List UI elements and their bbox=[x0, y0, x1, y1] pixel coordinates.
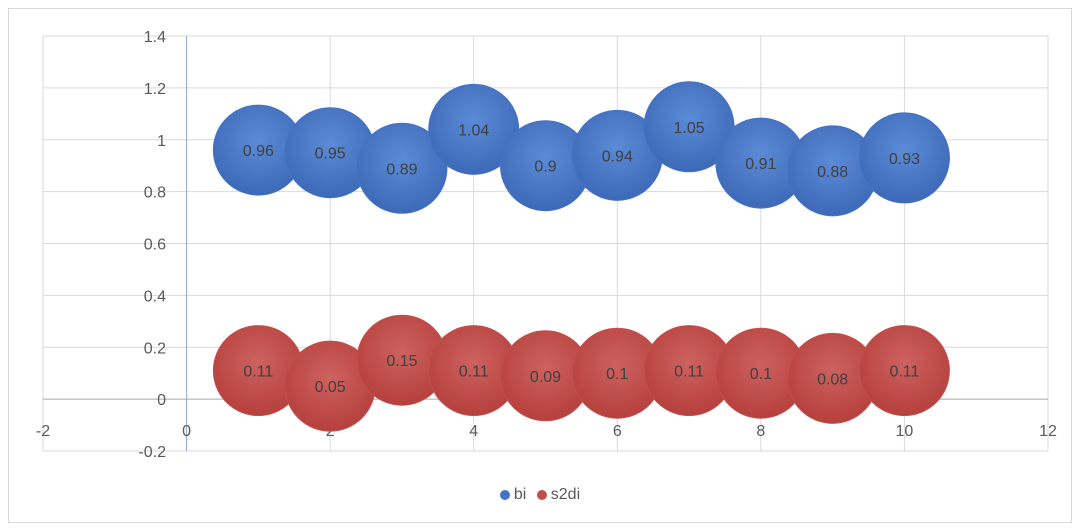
legend-swatch-s2di bbox=[536, 490, 547, 500]
data-label-bi: 0.94 bbox=[602, 148, 633, 165]
data-label-s2di: 0.11 bbox=[243, 364, 273, 381]
data-label-bi: 0.93 bbox=[889, 151, 920, 168]
data-label-s2di: 0.05 bbox=[315, 379, 346, 396]
y-tick-label: 0.2 bbox=[144, 340, 166, 357]
data-label-bi: 0.96 bbox=[243, 143, 274, 160]
data-label-bi: 1.05 bbox=[674, 120, 705, 137]
y-tick-label: 0.4 bbox=[144, 288, 166, 305]
x-tick-label: 8 bbox=[756, 423, 765, 440]
data-label-bi: 0.9 bbox=[534, 159, 556, 176]
chart-area bbox=[8, 8, 1072, 523]
data-label-s2di: 0.11 bbox=[459, 364, 489, 381]
legend-label-s2di: s2di bbox=[550, 486, 581, 503]
data-label-bi: 0.89 bbox=[386, 161, 417, 178]
y-tick-label: 0.8 bbox=[144, 185, 166, 202]
x-tick-label: -2 bbox=[36, 423, 50, 440]
legend-swatch-bi bbox=[499, 490, 510, 500]
legend: bi s2di bbox=[0, 486, 1080, 505]
data-label-s2di: 0.09 bbox=[530, 369, 561, 386]
data-label-s2di: 0.1 bbox=[750, 366, 772, 383]
data-label-s2di: 0.11 bbox=[889, 364, 919, 381]
x-tick-label: 12 bbox=[1039, 423, 1057, 440]
legend-item-bi: bi bbox=[499, 486, 527, 504]
bubble-bi bbox=[858, 112, 950, 204]
bubble-s2di bbox=[858, 325, 950, 417]
x-tick-label: 10 bbox=[896, 423, 914, 440]
data-label-s2di: 0.08 bbox=[817, 371, 848, 388]
x-tick-label: 4 bbox=[469, 423, 478, 440]
y-tick-label: 0 bbox=[157, 392, 166, 409]
data-label-s2di: 0.1 bbox=[606, 366, 628, 383]
y-tick-label: 1 bbox=[157, 133, 166, 150]
data-label-bi: 0.95 bbox=[315, 146, 346, 163]
y-tick-label: 0.6 bbox=[144, 237, 166, 254]
data-label-bi: 0.88 bbox=[817, 164, 848, 181]
x-tick-label: 6 bbox=[613, 423, 622, 440]
data-label-s2di: 0.11 bbox=[674, 364, 704, 381]
bubble-bi bbox=[356, 122, 448, 214]
legend-label-bi: bi bbox=[513, 486, 527, 503]
y-tick-label: 1.2 bbox=[144, 81, 166, 98]
legend-item-s2di: s2di bbox=[536, 486, 581, 504]
y-tick-label: -0.2 bbox=[138, 444, 166, 461]
data-label-bi: 0.91 bbox=[745, 156, 776, 173]
data-label-s2di: 0.15 bbox=[386, 353, 417, 370]
data-label-bi: 1.04 bbox=[458, 122, 489, 139]
y-tick-label: 1.4 bbox=[144, 29, 166, 46]
x-tick-label: 0 bbox=[182, 423, 191, 440]
